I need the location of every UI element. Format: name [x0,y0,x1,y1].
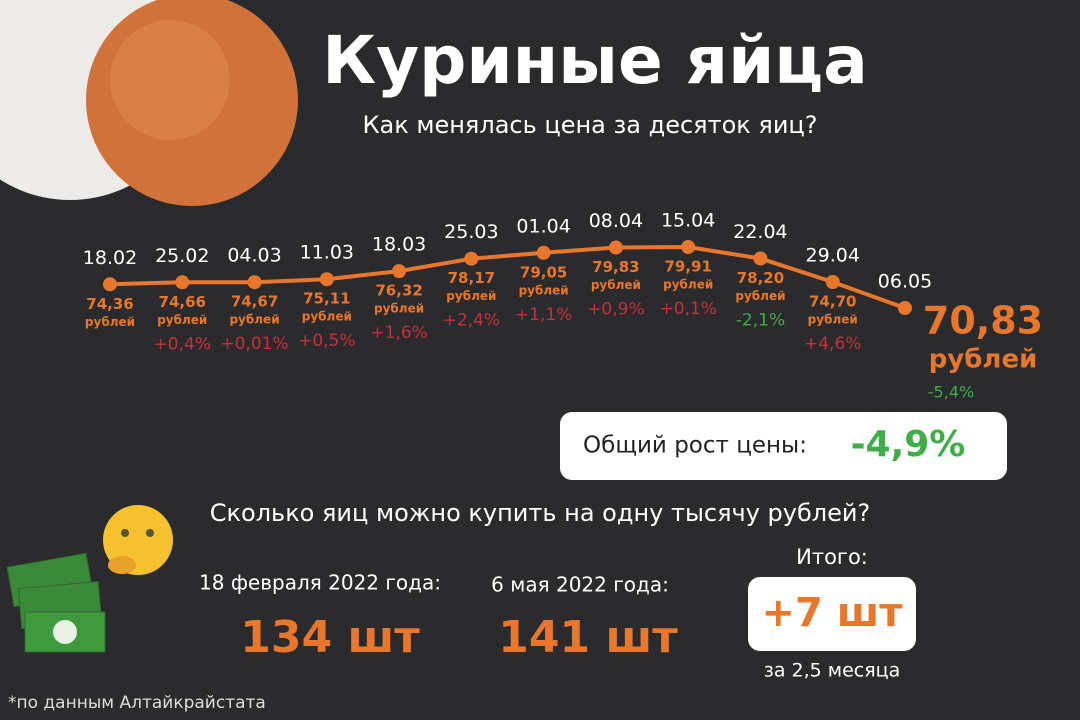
price-point [392,264,407,279]
date-label: 01.04 [516,215,570,237]
date-label: 04.03 [227,245,281,267]
price-point [175,275,190,290]
value-label: 78,17 [448,269,495,287]
result-value: +7 шт [762,590,904,636]
unit-label: рублей [663,278,713,292]
emoji-hand [108,556,136,574]
unit-label: рублей [157,313,207,327]
egg-highlight [110,20,230,140]
date-label: 25.03 [444,221,498,243]
emoji-eye [121,529,129,537]
date-label: 11.03 [300,242,354,264]
value-label: 74,67 [231,293,278,311]
value-label: 70,83 [923,299,1043,343]
ruble-coin [53,620,77,644]
price-point [247,275,262,290]
value-label: 79,05 [520,263,567,281]
price-line [109,244,906,310]
change-label: -2,1% [736,310,785,330]
price-point [536,245,551,260]
change-label: +4,6% [804,334,861,354]
value-label: 74,66 [159,293,206,311]
change-label: +0,5% [298,331,355,351]
price-point [319,272,334,287]
value-label: 75,11 [303,290,350,308]
value-label: 79,83 [592,258,639,276]
change-label: +0,1% [659,299,716,319]
value-label: 74,70 [809,293,856,311]
change-label: -5,4% [928,383,974,402]
unit-label: рублей [519,283,569,297]
after-count: 141 шт [498,612,678,663]
date-label: 08.04 [589,210,643,232]
unit-label: рублей [85,315,135,329]
result-label: Итого: [796,545,868,569]
line-chart: 18.02 74,36 рублей 25.02 74,66 рублей +0,4% 04.… [83,210,1043,402]
change-label: +2,4% [443,311,500,331]
date-label: 22.04 [733,221,787,243]
price-point [608,240,623,255]
change-label: +1,6% [370,323,427,343]
change-label: +0,4% [154,334,211,354]
before-date: 18 февраля 2022 года: [199,571,441,595]
subtitle: Как менялась цена за десяток яиц? [362,111,817,139]
total-box [560,412,1007,480]
price-point [825,275,840,290]
price-point [464,251,479,266]
price-point [103,277,117,292]
unit-label: рублей [929,345,1038,375]
value-label: 79,91 [664,258,711,276]
price-point [753,251,768,266]
value-label: 76,32 [375,282,422,300]
total-label: Общий рост цены: [583,433,807,459]
result-box [748,577,916,651]
change-label: +0,9% [587,300,644,320]
title: Куриные яйца [322,22,868,99]
price-point [898,301,912,315]
date-label: 29.04 [806,245,860,267]
unit-label: рублей [446,289,496,303]
before-count: 134 шт [240,612,420,663]
unit-label: рублей [302,310,352,324]
value-label: 74,36 [86,295,133,313]
date-label: 25.02 [155,245,209,267]
price-point [681,240,696,254]
question: Сколько яиц можно купить на одну тысячу … [210,499,870,527]
money [6,552,106,653]
result-period: за 2,5 месяца [764,660,901,682]
change-label: +1,1% [515,305,572,325]
source: *по данным Алтайкрайстата [8,693,266,713]
date-label: 06.05 [878,271,932,293]
change-label: +0,01% [220,334,288,354]
unit-label: рублей [374,302,424,316]
date-label: 15.04 [661,210,715,232]
emoji-eye [146,529,154,537]
date-label: 18.02 [83,247,137,269]
after-date: 6 мая 2022 года: [491,573,669,597]
unit-label: рублей [808,313,858,327]
unit-label: рублей [591,278,641,292]
unit-label: рублей [229,313,279,327]
total-value: -4,9% [851,424,966,465]
unit-label: рублей [735,289,785,303]
date-label: 18.03 [372,234,426,256]
value-label: 78,20 [737,269,784,287]
